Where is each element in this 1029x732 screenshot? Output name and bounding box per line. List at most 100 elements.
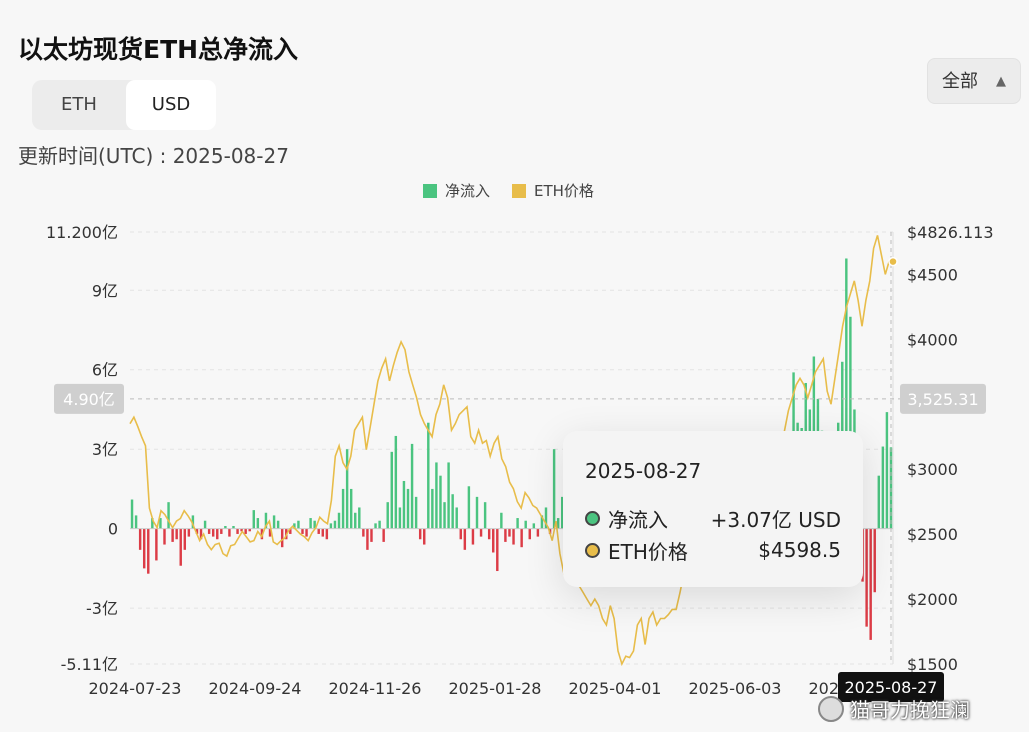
crosshair-x-badge (838, 672, 944, 702)
y-right-tick-label: $4000 (907, 330, 958, 349)
inflow-bar (207, 528, 211, 534)
tooltip-inflow-value: +3.07亿 USD (710, 507, 841, 532)
crosshair-price-badge (900, 383, 986, 414)
inflow-bar (439, 475, 442, 529)
inflow-bar (865, 528, 868, 627)
toggle-usd-button[interactable]: USD (126, 80, 216, 130)
inflow-bar (134, 515, 138, 529)
chart-tooltip: 2025-08-27 净流入 +3.07亿 USD ETH价格 $4598.5 (563, 431, 863, 587)
inflow-bar (163, 528, 166, 545)
y-right-tick-label: $4500 (907, 265, 958, 284)
inflow-bar (220, 528, 223, 534)
y-left-tick-label: 3亿 (92, 440, 118, 459)
inflow-price-chart[interactable]: 11.200亿 9亿 6亿 3亿 0 -3亿 -5.11亿 $4826.113 $4500 $40… (0, 200, 1029, 710)
inflow-bar (240, 528, 243, 532)
inflow-bar (512, 528, 515, 545)
inflow-bar (175, 528, 178, 540)
inflow-bar (390, 451, 393, 529)
inflow-bar (427, 422, 430, 529)
legend-item-inflow[interactable]: 净流入 (423, 180, 490, 201)
inflow-bar (451, 494, 454, 529)
inflow-bar (556, 518, 560, 529)
inflow-bar (232, 526, 235, 529)
inflow-bar (524, 520, 527, 529)
inflow-bar (459, 528, 462, 540)
y-right-tick-label: $2000 (907, 590, 958, 609)
inflow-bar (317, 528, 320, 534)
inflow-bar (354, 512, 357, 529)
inflow-bar (881, 446, 885, 529)
x-tick-label: 2024-09-24 (209, 679, 302, 698)
tooltip-row-inflow: 净流入 +3.07亿 USD (585, 505, 841, 532)
inflow-bar (394, 435, 398, 529)
inflow-bar (155, 528, 158, 561)
inflow-bar (244, 528, 247, 534)
inflow-bar (228, 528, 231, 537)
inflow-bar (183, 528, 187, 550)
crosshair-price-label: 3,525.31 (907, 390, 978, 409)
tooltip-dot-inflow (585, 510, 600, 526)
inflow-bar (321, 528, 324, 537)
x-tick-label: 2025-04-01 (569, 679, 662, 698)
x-tick-label: 2025-06-03 (689, 679, 782, 698)
inflow-bar (406, 488, 410, 529)
inflow-bar (455, 507, 458, 529)
inflow-bar (528, 528, 531, 540)
inflow-bar (313, 520, 316, 529)
legend-item-price[interactable]: ETH价格 (512, 180, 594, 201)
inflow-bar (199, 528, 203, 540)
inflow-bar (362, 528, 365, 537)
inflow-bar (345, 449, 349, 529)
inflow-bar (873, 528, 876, 593)
x-tick-label: 2024-07-23 (89, 679, 182, 698)
inflow-bar (423, 528, 426, 545)
inflow-bar (504, 528, 507, 542)
inflow-bar (309, 518, 312, 529)
inflow-bar (248, 528, 251, 532)
inflow-bar (337, 512, 341, 529)
inflow-bar (877, 475, 881, 529)
y-left-tick-label: 9亿 (92, 281, 118, 300)
inflow-bar (256, 518, 260, 529)
inflow-bar (289, 528, 292, 534)
inflow-bar (479, 528, 483, 537)
inflow-bar (349, 488, 353, 529)
chevron-updown-icon: ▲ (996, 74, 1006, 89)
inflow-bar (195, 528, 199, 534)
legend-label-price: ETH价格 (534, 182, 594, 200)
inflow-bar (341, 488, 345, 529)
inflow-bar (358, 507, 361, 529)
inflow-bar (203, 520, 207, 529)
tooltip-inflow-label: 净流入 (608, 507, 668, 532)
inflow-bar (410, 443, 414, 529)
y-left-tick-label: 6亿 (92, 361, 118, 380)
inflow-bar (418, 528, 422, 540)
inflow-bar (475, 496, 479, 529)
inflow-bar (268, 528, 272, 537)
inflow-bar (483, 502, 487, 529)
inflow-bar (236, 528, 239, 534)
legend-swatch-inflow (423, 183, 437, 198)
x-tick-label: 2025-01-28 (449, 679, 542, 698)
price-point-marker (888, 256, 898, 267)
watermark-icon (818, 695, 844, 722)
inflow-bar (845, 258, 848, 529)
crosshair-y-label: 4.90亿 (63, 390, 115, 409)
toggle-eth-button[interactable]: ETH (61, 94, 97, 115)
tooltip-price-value: $4598.5 (758, 538, 841, 562)
inflow-bar (370, 528, 373, 542)
inflow-bar (402, 480, 406, 529)
inflow-bar (171, 528, 174, 542)
inflow-bar (333, 520, 337, 529)
legend-swatch-price (512, 183, 527, 198)
inflow-bar (849, 316, 852, 529)
inflow-bar (293, 523, 296, 529)
inflow-bar (159, 518, 162, 529)
y-right-tick-label: $4826.113 (907, 223, 994, 242)
watermark-text: 猫哥力挽狂澜 (850, 698, 970, 722)
inflow-bar (500, 512, 503, 529)
page-title: 以太坊现货ETH总净流入 (18, 35, 299, 64)
inflow-bar (179, 528, 182, 566)
range-select[interactable]: 全部 ▲ (927, 58, 1021, 104)
inflow-bar (211, 528, 215, 537)
